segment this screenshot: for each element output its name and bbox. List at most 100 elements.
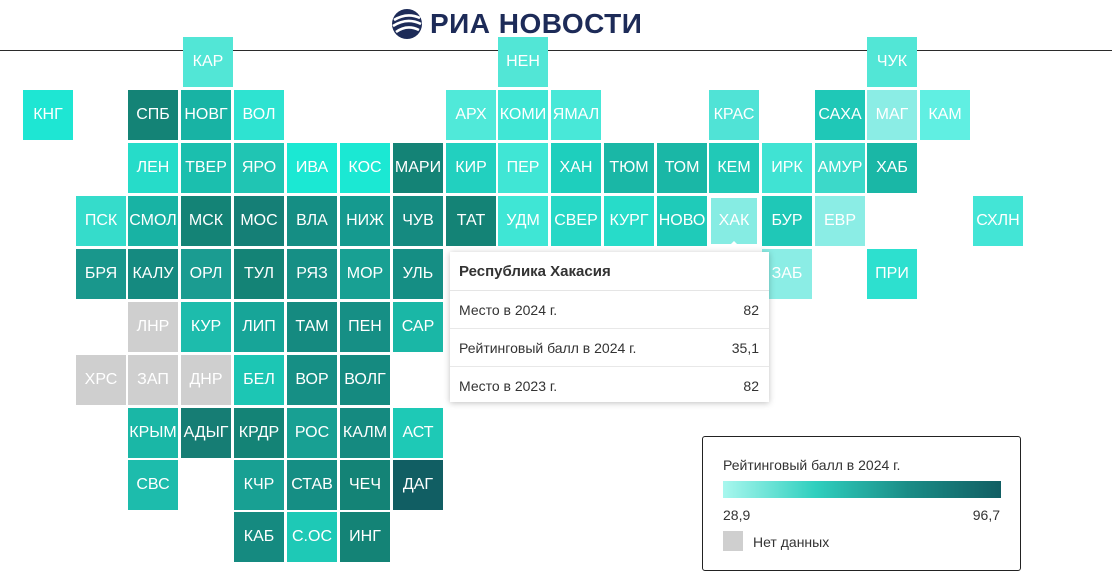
region-tile-6[interactable]: НОВГ (181, 90, 231, 140)
region-tile-33[interactable]: МОС (234, 196, 284, 246)
region-tile-15[interactable]: ЛЕН (128, 143, 178, 193)
region-tile-58[interactable]: ТАМ (287, 302, 337, 352)
region-tile-48[interactable]: ОРЛ (181, 249, 231, 299)
region-tile-50[interactable]: РЯЗ (287, 249, 337, 299)
region-tile-62[interactable]: ЗАП (128, 355, 178, 405)
region-tile-18[interactable]: ИВА (287, 143, 337, 193)
region-tile-12[interactable]: САХА (815, 90, 865, 140)
ria-logo[interactable]: РИА НОВОСТИ (390, 6, 642, 42)
region-tile-80[interactable]: ИНГ (340, 512, 390, 562)
region-tile-71[interactable]: КАЛМ (340, 408, 390, 458)
region-tile-label: ПЕН (348, 318, 382, 335)
region-tile-label: ЯМАЛ (552, 106, 600, 123)
tooltip-arrow (723, 241, 745, 252)
region-tile-17[interactable]: ЯРО (234, 143, 284, 193)
region-tile-label: ТОМ (664, 159, 700, 176)
region-tile-7[interactable]: ВОЛ (234, 90, 284, 140)
region-tile-3[interactable]: ЧУК (867, 37, 917, 87)
region-tile-4[interactable]: КНГ (23, 90, 73, 140)
region-tile-38[interactable]: УДМ (498, 196, 548, 246)
region-tile-41[interactable]: НОВО (657, 196, 707, 246)
no-data-swatch (723, 531, 743, 551)
region-tile-19[interactable]: КОС (340, 143, 390, 193)
region-tile-77[interactable]: ДАГ (393, 460, 443, 510)
region-tile-label: ЗАП (137, 371, 169, 388)
region-tile-70[interactable]: РОС (287, 408, 337, 458)
region-tile-39[interactable]: СВЕР (551, 196, 601, 246)
region-tile-35[interactable]: НИЖ (340, 196, 390, 246)
region-tile-63[interactable]: ДНР (181, 355, 231, 405)
region-tile-label: КАЛУ (132, 265, 174, 282)
region-tile-label: КРАС (713, 106, 755, 123)
region-tile-61[interactable]: ХРС (76, 355, 126, 405)
region-tile-28[interactable]: АМУР (815, 143, 865, 193)
region-tile-26[interactable]: КЕМ (709, 143, 759, 193)
region-tile-1[interactable]: КАР (183, 37, 233, 87)
region-tile-label: ХАБ (876, 159, 908, 176)
region-tile-36[interactable]: ЧУВ (393, 196, 443, 246)
region-tile-67[interactable]: КРЫМ (128, 408, 178, 458)
region-tile-75[interactable]: СТАВ (287, 460, 337, 510)
region-tile-44[interactable]: ЕВР (815, 196, 865, 246)
region-tile-73[interactable]: СВС (128, 460, 178, 510)
region-tile-16[interactable]: ТВЕР (181, 143, 231, 193)
region-tile-9[interactable]: КОМИ (498, 90, 548, 140)
region-tile-8[interactable]: АРХ (446, 90, 496, 140)
region-tile-24[interactable]: ТЮМ (604, 143, 654, 193)
region-tile-5[interactable]: СПБ (128, 90, 178, 140)
region-tile-11[interactable]: КРАС (709, 90, 759, 140)
region-tile-20[interactable]: МАРИ (393, 143, 443, 193)
region-tile-30[interactable]: ПСК (76, 196, 126, 246)
region-tile-label: НЕН (506, 53, 540, 70)
region-tile-60[interactable]: САР (393, 302, 443, 352)
region-tile-32[interactable]: МСК (181, 196, 231, 246)
region-tile-56[interactable]: КУР (181, 302, 231, 352)
tooltip-title: Республика Хакасия (450, 252, 769, 291)
region-tile-43[interactable]: БУР (762, 196, 812, 246)
region-tile-79[interactable]: С.ОС (287, 512, 337, 562)
region-tile-68[interactable]: АДЫГ (181, 408, 231, 458)
region-tile-2[interactable]: НЕН (498, 37, 548, 87)
region-tile-13[interactable]: МАГ (867, 90, 917, 140)
region-tile-14[interactable]: КАМ (920, 90, 970, 140)
region-tile-55[interactable]: ЛНР (128, 302, 178, 352)
region-tile-74[interactable]: КЧР (234, 460, 284, 510)
region-tile-25[interactable]: ТОМ (657, 143, 707, 193)
region-tile-72[interactable]: АСТ (393, 408, 443, 458)
region-tile-65[interactable]: ВОР (287, 355, 337, 405)
region-tile-76[interactable]: ЧЕЧ (340, 460, 390, 510)
region-tile-29[interactable]: ХАБ (867, 143, 917, 193)
region-tile-10[interactable]: ЯМАЛ (551, 90, 601, 140)
region-tile-label: ВОЛ (242, 106, 276, 123)
region-tile-label: НОВО (658, 212, 706, 229)
region-tile-37[interactable]: ТАТ (446, 196, 496, 246)
region-tile-64[interactable]: БЕЛ (234, 355, 284, 405)
region-tile-40[interactable]: КУРГ (604, 196, 654, 246)
region-tile-label: СМОЛ (129, 212, 177, 229)
region-tile-21[interactable]: КИР (446, 143, 496, 193)
region-tile-57[interactable]: ЛИП (234, 302, 284, 352)
region-tile-52[interactable]: УЛЬ (393, 249, 443, 299)
region-tile-label: СВС (136, 476, 170, 493)
region-tile-label: КЧР (243, 476, 275, 493)
region-tile-69[interactable]: КРДР (234, 408, 284, 458)
tooltip-row: Место в 2024 г. 82 (450, 291, 769, 329)
region-tile-47[interactable]: КАЛУ (128, 249, 178, 299)
region-tile-51[interactable]: МОР (340, 249, 390, 299)
region-tile-31[interactable]: СМОЛ (128, 196, 178, 246)
region-tile-53[interactable]: ЗАБ (762, 249, 812, 299)
region-tile-34[interactable]: ВЛА (287, 196, 337, 246)
region-tile-23[interactable]: ХАН (551, 143, 601, 193)
region-tile-45[interactable]: СХЛН (973, 196, 1023, 246)
region-tile-54[interactable]: ПРИ (867, 249, 917, 299)
region-tile-78[interactable]: КАБ (234, 512, 284, 562)
region-tile-22[interactable]: ПЕР (498, 143, 548, 193)
region-tile-42[interactable]: ХАК (709, 196, 759, 246)
region-tile-66[interactable]: ВОЛГ (340, 355, 390, 405)
region-tile-label: ПРИ (875, 265, 909, 282)
region-tile-59[interactable]: ПЕН (340, 302, 390, 352)
region-tile-27[interactable]: ИРК (762, 143, 812, 193)
region-tile-49[interactable]: ТУЛ (234, 249, 284, 299)
region-tile-46[interactable]: БРЯ (76, 249, 126, 299)
region-tile-label: КРДР (238, 424, 280, 441)
